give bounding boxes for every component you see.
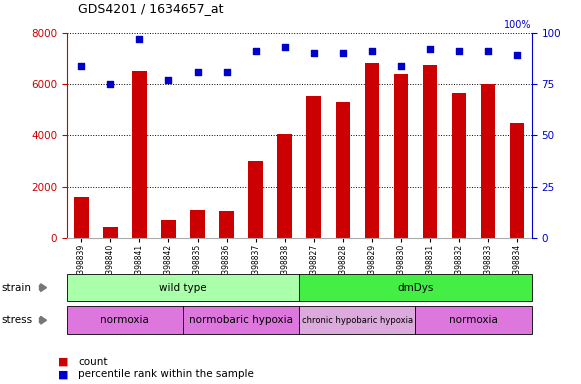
Text: stress: stress xyxy=(1,315,33,325)
Point xyxy=(309,50,318,56)
Point xyxy=(396,63,406,69)
Point xyxy=(193,69,202,75)
Point xyxy=(512,52,522,58)
Text: GDS4201 / 1634657_at: GDS4201 / 1634657_at xyxy=(78,2,224,15)
Bar xyxy=(336,102,350,238)
Bar xyxy=(423,65,437,238)
Text: normoxia: normoxia xyxy=(101,315,149,325)
Bar xyxy=(220,211,234,238)
Bar xyxy=(162,220,176,238)
Bar xyxy=(74,197,89,238)
Bar xyxy=(481,84,495,238)
Text: ■: ■ xyxy=(58,369,69,379)
Text: percentile rank within the sample: percentile rank within the sample xyxy=(78,369,254,379)
Bar xyxy=(278,134,292,238)
Bar xyxy=(307,96,321,238)
Point xyxy=(367,48,376,54)
Point xyxy=(454,48,464,54)
Point xyxy=(164,77,173,83)
Text: normobaric hypoxia: normobaric hypoxia xyxy=(189,315,293,325)
Bar xyxy=(365,63,379,238)
Point xyxy=(483,48,493,54)
Bar xyxy=(452,93,466,238)
Text: normoxia: normoxia xyxy=(449,315,498,325)
Point xyxy=(251,48,260,54)
Point xyxy=(106,81,115,87)
Point xyxy=(280,44,289,50)
Bar xyxy=(510,122,524,238)
Bar xyxy=(103,227,117,238)
Text: count: count xyxy=(78,357,108,367)
Text: chronic hypobaric hypoxia: chronic hypobaric hypoxia xyxy=(302,316,413,325)
Point xyxy=(222,69,231,75)
Text: strain: strain xyxy=(1,283,31,293)
Text: ■: ■ xyxy=(58,357,69,367)
Bar xyxy=(191,210,205,238)
Point xyxy=(77,63,86,69)
Text: 100%: 100% xyxy=(504,20,532,30)
Point xyxy=(135,36,144,42)
Point xyxy=(425,46,435,52)
Text: dmDys: dmDys xyxy=(397,283,433,293)
Point xyxy=(338,50,347,56)
Bar xyxy=(132,71,147,238)
Bar xyxy=(249,161,263,238)
Text: wild type: wild type xyxy=(159,283,207,293)
Bar xyxy=(394,74,408,238)
